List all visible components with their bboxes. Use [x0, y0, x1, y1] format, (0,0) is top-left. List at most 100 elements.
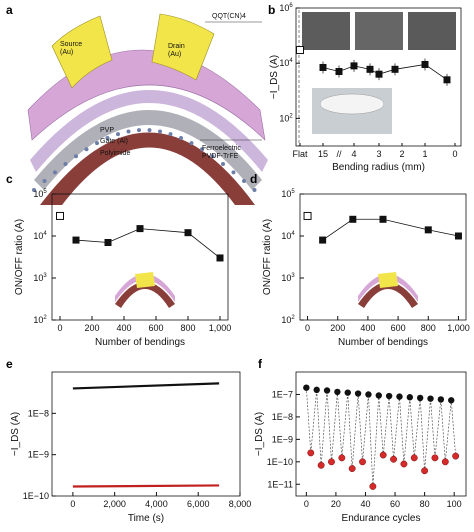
y-tick-label: 104	[279, 58, 293, 68]
x-tick-label: 100	[447, 499, 462, 509]
series-line	[322, 218, 459, 241]
y-tick-label: 1E−9	[28, 450, 49, 460]
data-point	[443, 76, 451, 84]
chain-bead	[53, 170, 57, 175]
chain-bead	[189, 141, 194, 146]
on-state-point	[448, 397, 455, 404]
on-state-point	[365, 391, 372, 398]
x-tick-label: 6,000	[187, 499, 210, 509]
chain-bead	[95, 141, 99, 146]
plot-frame	[51, 371, 241, 497]
data-point	[319, 63, 327, 71]
on-state-point	[437, 396, 445, 403]
data-point	[184, 229, 192, 237]
x-tick-label: 1,000	[447, 323, 470, 333]
y-tick-label: 1E−8	[28, 408, 49, 418]
y-axis-label: −I_DS (A)	[269, 55, 280, 99]
off-state-point	[379, 451, 387, 459]
off-state-point	[317, 461, 325, 469]
panel-letter-f: f	[258, 357, 263, 371]
device-inset-electrode	[378, 272, 398, 288]
open-marker	[303, 211, 312, 220]
data-point	[72, 236, 80, 244]
x-tick-label: 800	[421, 323, 436, 333]
y-tick-label: 1E−10	[267, 457, 293, 467]
y-tick-label: 104	[281, 231, 295, 241]
x-tick-label: 40	[360, 499, 370, 509]
on-state-point	[406, 394, 414, 401]
data-point	[366, 65, 374, 73]
y-tick-exponent: 4	[43, 231, 47, 237]
x-tick-label: 0	[304, 499, 309, 509]
data-point	[421, 60, 429, 68]
black-series-line	[72, 382, 220, 390]
open-marker	[56, 211, 64, 220]
data-point	[349, 215, 357, 223]
panel-e: e 1E−10 1E−9 1E−8 0 2,000 4,000 6,000 8,000 Time…	[6, 357, 251, 524]
y-tick-label: 105	[33, 189, 47, 199]
off-state-point	[328, 458, 335, 466]
x-axis-label: Endurance cycles	[342, 513, 421, 524]
data-point	[375, 70, 383, 78]
on-state-point	[303, 384, 310, 391]
device-inset-base	[358, 282, 418, 308]
x-tick-label: 20	[331, 499, 341, 509]
x-tick-label: 0	[70, 499, 75, 509]
switching-trace	[305, 387, 457, 487]
x-tick-label: 3	[376, 149, 381, 159]
off-state-point	[452, 452, 460, 460]
off-state-point	[359, 458, 366, 466]
x-tick-label: 2	[399, 149, 404, 159]
chain-bead	[252, 188, 257, 192]
y-tick-label: 1E−8	[272, 412, 293, 422]
x-tick-label: 600	[148, 323, 163, 333]
plot-frame	[299, 193, 467, 321]
device-inset-film	[115, 274, 175, 302]
device-inset-electrode	[135, 272, 155, 288]
panel-a: a Source (Au) Drain (Au) QQT(CN)4 PVP Gate…	[6, 3, 268, 205]
data-point	[335, 68, 343, 76]
y-tick-label: 1E−10	[23, 491, 49, 501]
x-axis-label: Number of bendings	[338, 337, 428, 348]
y-tick-label: 104	[33, 231, 47, 241]
x-tick-label: 200	[84, 323, 99, 333]
y-tick-exponent: 6	[289, 3, 293, 9]
off-state-point	[421, 467, 429, 475]
chain-bead	[147, 128, 152, 133]
chain-bead	[32, 188, 36, 192]
chain-bead	[105, 136, 110, 141]
x-tick-label: 400	[360, 323, 375, 333]
source-label: Source (Au)	[60, 41, 82, 56]
chain-bead	[84, 147, 89, 152]
x-tick-label: 0	[452, 149, 457, 159]
drain-electrode	[151, 13, 215, 81]
panel-b: b 102 104 106 −I_DS (A) Flat 15 // 4 3 2 1 0 Bending…	[268, 3, 462, 173]
off-state-point	[431, 454, 439, 462]
off-state-point	[441, 458, 449, 466]
off-state-point	[390, 455, 398, 463]
x-tick-label: 0	[57, 323, 62, 333]
on-state-point	[354, 390, 362, 397]
chain-bead	[210, 154, 215, 159]
y-tick-label: 103	[33, 273, 47, 283]
chain-bead	[158, 129, 162, 134]
source-electrode	[51, 15, 113, 89]
y-tick-label: 1E−9	[272, 434, 293, 444]
off-state-point	[369, 482, 377, 490]
off-state-point	[400, 460, 408, 468]
data-point	[319, 236, 327, 244]
label-line: (Au)	[60, 49, 73, 56]
y-tick-label: 102	[279, 113, 293, 123]
y-axis-label: ON/OFF ratio (A)	[14, 219, 25, 295]
off-state-point	[348, 465, 356, 473]
y-tick-exponent: 4	[289, 58, 293, 64]
x-tick-label: 800	[180, 323, 195, 333]
panel-letter-c: c	[6, 172, 13, 186]
polyimide-label: Polyimide	[100, 150, 130, 157]
y-tick-exponent: 4	[291, 231, 295, 237]
y-tick-label: 106	[279, 3, 293, 13]
on-state-point	[313, 386, 320, 394]
x-tick-label: 0	[305, 323, 310, 333]
x-tick-label: Flat	[292, 149, 308, 159]
